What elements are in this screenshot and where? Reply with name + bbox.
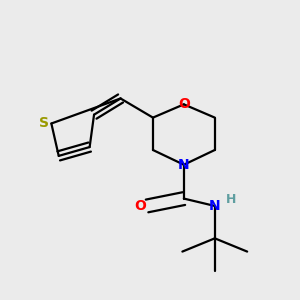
Text: N: N — [209, 199, 220, 213]
Text: O: O — [178, 98, 190, 111]
Text: H: H — [226, 193, 236, 206]
Text: N: N — [178, 158, 190, 172]
Text: S: S — [39, 116, 49, 130]
Text: O: O — [134, 199, 146, 213]
